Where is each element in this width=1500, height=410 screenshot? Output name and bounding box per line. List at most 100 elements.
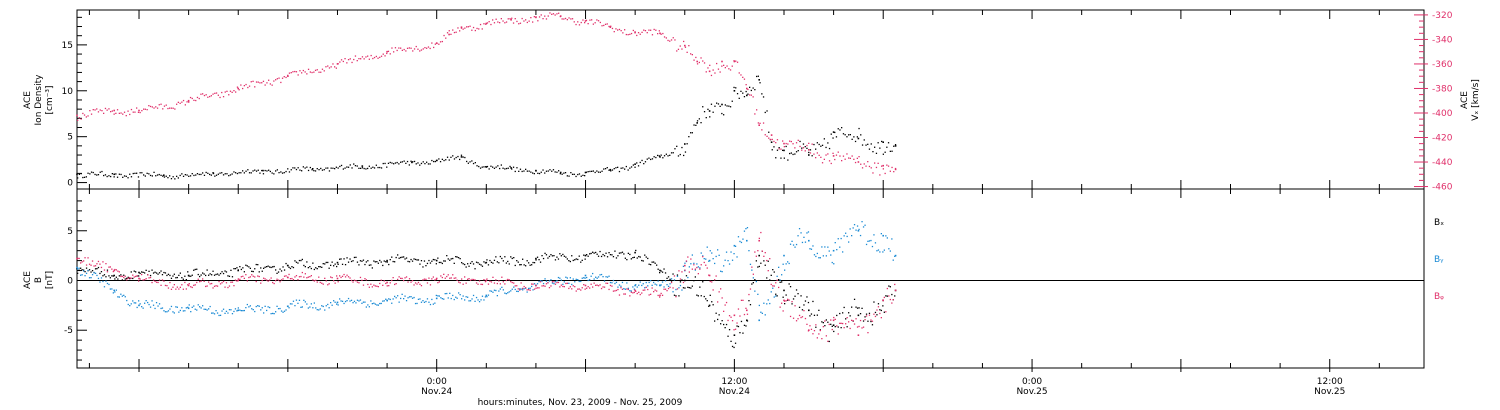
bx-point bbox=[513, 257, 515, 259]
density-point bbox=[344, 167, 346, 169]
b-legend: Bₓ Bᵧ Bᵩ bbox=[1434, 218, 1444, 302]
by-point bbox=[766, 303, 768, 305]
vx-point bbox=[316, 69, 318, 71]
density-point bbox=[188, 175, 190, 177]
vx-point bbox=[618, 28, 621, 31]
by-point bbox=[181, 307, 183, 309]
bx-point bbox=[685, 275, 688, 277]
vx-point bbox=[347, 59, 350, 61]
density-point bbox=[469, 161, 471, 163]
bx-point bbox=[447, 258, 449, 260]
density-point bbox=[76, 173, 78, 176]
by-point bbox=[478, 301, 481, 303]
vx-point bbox=[613, 31, 615, 33]
bx-point bbox=[718, 314, 720, 316]
by-point bbox=[489, 290, 491, 292]
vx-point bbox=[585, 19, 588, 21]
bz-point bbox=[152, 279, 155, 281]
vx-point bbox=[742, 76, 744, 78]
by-point bbox=[467, 296, 469, 298]
density-point bbox=[599, 171, 601, 173]
legend-bx: Bₓ bbox=[1434, 218, 1444, 228]
by-point bbox=[654, 283, 656, 285]
by-point bbox=[712, 258, 714, 260]
by-point bbox=[812, 245, 814, 247]
by-point bbox=[845, 232, 847, 234]
density-point bbox=[719, 105, 721, 107]
density-point bbox=[778, 147, 780, 149]
density-point bbox=[708, 110, 711, 112]
density-point bbox=[790, 152, 792, 154]
bz-point bbox=[737, 308, 740, 310]
bx-point bbox=[484, 262, 487, 264]
vx-point bbox=[523, 20, 525, 22]
density-point bbox=[262, 169, 264, 172]
vx-point bbox=[396, 49, 398, 52]
vx-tick-label: -380 bbox=[1432, 84, 1453, 94]
by-point bbox=[868, 240, 871, 242]
bx-point bbox=[595, 251, 597, 254]
by-point bbox=[422, 300, 424, 302]
by-point bbox=[367, 304, 369, 306]
vx-point bbox=[78, 117, 80, 119]
vx-point bbox=[856, 157, 858, 159]
density-point bbox=[459, 158, 461, 161]
by-point bbox=[452, 294, 454, 297]
by-point bbox=[714, 262, 716, 265]
bx-point bbox=[592, 251, 594, 253]
bz-point bbox=[633, 291, 635, 294]
bx-point bbox=[431, 260, 433, 262]
density-axis-label-line2: Ion Density bbox=[34, 74, 44, 126]
vx-point bbox=[330, 66, 332, 68]
by-point bbox=[690, 263, 692, 265]
bx-point bbox=[599, 250, 601, 253]
bz-point bbox=[600, 287, 603, 290]
by-point bbox=[784, 269, 786, 271]
vx-point bbox=[537, 20, 539, 22]
bx-point bbox=[526, 260, 528, 262]
bx-point bbox=[135, 271, 137, 273]
vx-point bbox=[757, 122, 759, 124]
vx-point bbox=[318, 71, 320, 73]
by-point bbox=[867, 240, 869, 242]
bx-point bbox=[822, 322, 824, 324]
density-point bbox=[307, 169, 310, 172]
by-point bbox=[76, 266, 78, 269]
bz-point bbox=[663, 288, 665, 290]
vx-point bbox=[210, 95, 212, 97]
bz-point bbox=[353, 279, 356, 281]
by-point bbox=[647, 285, 649, 287]
by-point bbox=[858, 228, 860, 231]
density-point bbox=[747, 93, 749, 95]
density-point bbox=[617, 166, 619, 168]
bx-point bbox=[728, 329, 731, 331]
by-point bbox=[350, 299, 353, 301]
by-point bbox=[626, 282, 628, 284]
bz-point bbox=[298, 276, 301, 278]
by-point bbox=[461, 298, 463, 300]
vx-point bbox=[237, 87, 239, 90]
bz-point bbox=[474, 279, 476, 281]
bx-point bbox=[605, 252, 607, 254]
bz-point bbox=[879, 312, 881, 315]
bz-point bbox=[461, 278, 463, 280]
density-point bbox=[858, 127, 860, 130]
by-point bbox=[231, 313, 234, 315]
bx-point bbox=[333, 265, 335, 267]
vx-point bbox=[493, 22, 496, 24]
by-point bbox=[382, 300, 384, 302]
density-point bbox=[844, 134, 846, 136]
bz-point bbox=[685, 260, 688, 262]
density-point bbox=[630, 166, 633, 168]
vx-point bbox=[808, 149, 810, 151]
by-point bbox=[795, 243, 798, 246]
vx-point bbox=[400, 47, 402, 49]
vx-point bbox=[884, 172, 886, 175]
bx-point bbox=[113, 274, 115, 277]
vx-point bbox=[756, 109, 758, 111]
bz-point bbox=[216, 285, 219, 287]
by-point bbox=[267, 306, 269, 308]
vx-point bbox=[401, 49, 403, 51]
density-point bbox=[217, 173, 219, 175]
vx-point bbox=[571, 18, 574, 20]
